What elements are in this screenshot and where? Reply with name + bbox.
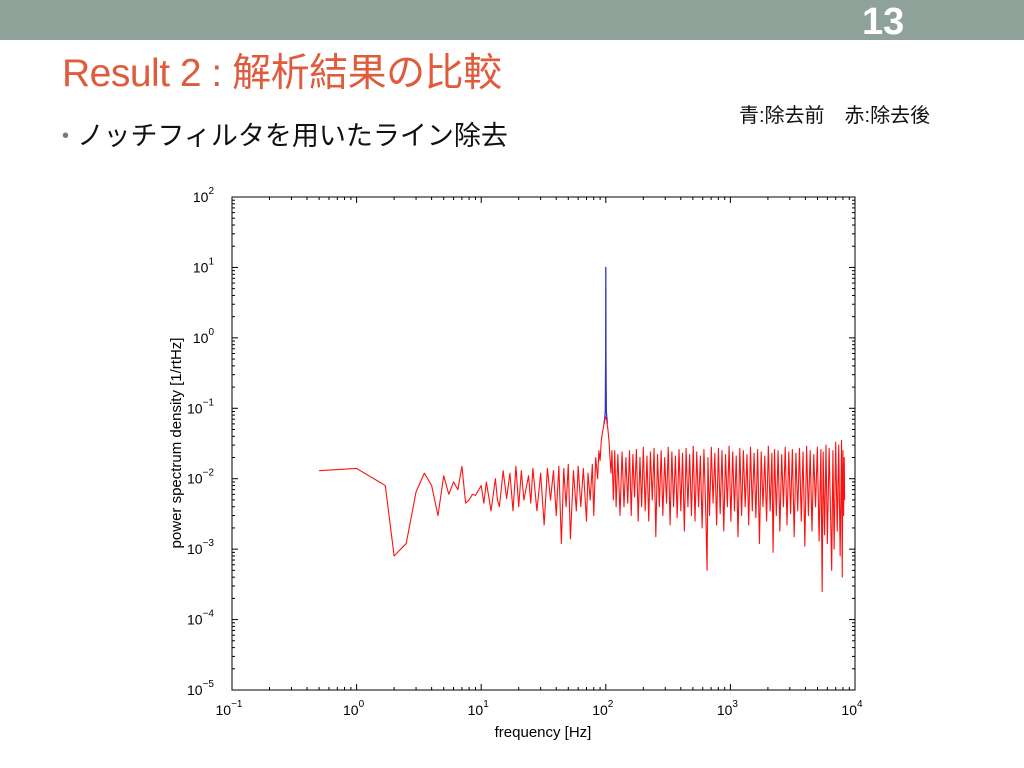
y-tick-label: 10−1 — [187, 397, 214, 416]
x-tick-label: 100 — [343, 699, 365, 718]
axes-layer — [231, 196, 856, 691]
y-tick-label: 102 — [193, 186, 215, 205]
y-tick-label: 10−2 — [187, 468, 214, 487]
color-note: 青:除去前 赤:除去後 — [739, 105, 931, 127]
y-axis-label: power spectrum density [1/rtHz] — [168, 338, 185, 549]
slide-number: 13 — [862, 1, 905, 43]
bullet-marker: • — [62, 125, 70, 147]
top-bar: 13 — [0, 0, 1024, 43]
plot-frame — [231, 196, 856, 691]
y-tick-label: 10−4 — [187, 609, 214, 628]
y-tick-label: 100 — [193, 327, 215, 346]
x-tick-label: 101 — [468, 699, 490, 718]
series-line — [319, 416, 846, 593]
x-tick-label: 102 — [592, 699, 614, 718]
y-tick-label: 10−3 — [187, 538, 214, 557]
x-tick-label: 103 — [717, 699, 739, 718]
x-axis-label: frequency [Hz] — [495, 724, 592, 741]
slide-title: Result 2 : 解析結果の比較 — [62, 52, 502, 95]
x-tick-label: 104 — [841, 699, 863, 718]
y-tick-label: 10−5 — [187, 679, 214, 698]
x-tick-label: 10−1 — [216, 699, 243, 718]
series-layer — [319, 266, 846, 593]
tick-labels: 10−1 100 101 102 103 104 102 101 100 10−1 10−2 10−3… — [187, 186, 863, 718]
y-tick-label: 101 — [193, 256, 215, 275]
bullet-text: ノッチフィルタを用いたライン除去 — [77, 121, 508, 151]
bullet-item: • ノッチフィルタを用いたライン除去 — [62, 118, 508, 154]
series-line — [603, 266, 609, 424]
